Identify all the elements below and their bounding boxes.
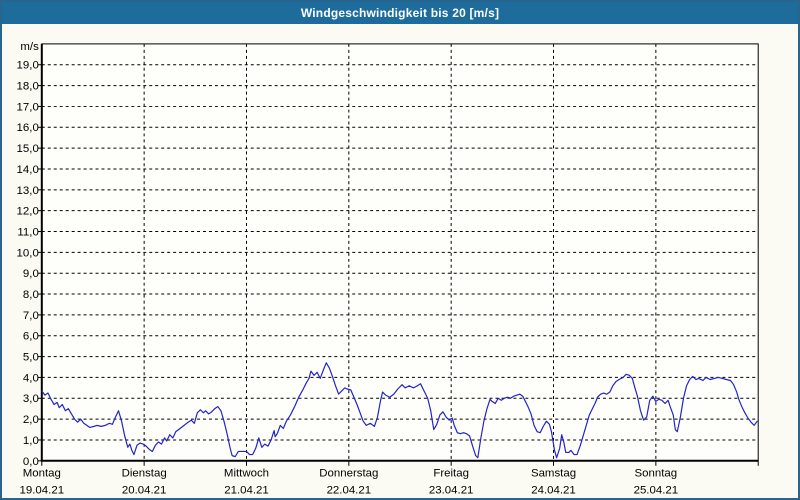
x-date-label: 20.04.21 <box>122 485 167 497</box>
window-title: Windgeschwindigkeit bis 20 [m/s] <box>300 6 500 20</box>
wind-speed-line <box>41 362 758 459</box>
y-tick-label: 10,0 <box>17 247 39 259</box>
x-date-label: 25.04.21 <box>634 485 679 497</box>
y-tick-label: 11,0 <box>17 226 38 238</box>
y-tick-label: 3,0 <box>23 393 39 405</box>
title-bar: Windgeschwindigkeit bis 20 [m/s] <box>2 2 798 24</box>
y-tick-label: 1,0 <box>23 435 39 447</box>
y-tick-label: 7,0 <box>23 310 39 322</box>
x-date-label: 21.04.21 <box>224 485 269 497</box>
y-tick-label: 2,0 <box>23 414 39 426</box>
x-day-label: Freitag <box>433 468 469 480</box>
x-date-label: 19.04.21 <box>20 485 65 497</box>
y-tick-label: 18,0 <box>17 81 39 93</box>
x-date-label: 24.04.21 <box>531 485 576 497</box>
x-date-label: 22.04.21 <box>327 485 372 497</box>
x-day-label: Montag <box>23 468 61 480</box>
x-day-label: Samstag <box>531 468 576 480</box>
y-tick-label: 16,0 <box>17 122 39 134</box>
y-tick-label: 13,0 <box>17 185 39 197</box>
y-tick-label: 12,0 <box>17 206 39 218</box>
y-tick-label: 14,0 <box>17 164 39 176</box>
y-axis-unit-label: m/s <box>20 41 39 53</box>
y-tick-label: 9,0 <box>23 268 39 280</box>
y-tick-label: 4,0 <box>23 372 39 384</box>
x-date-label: 23.04.21 <box>429 485 474 497</box>
y-tick-label: 0,0 <box>23 456 39 468</box>
y-tick-label: 19,0 <box>17 60 39 72</box>
y-tick-label: 17,0 <box>17 101 39 113</box>
x-day-label: Sonntag <box>635 468 678 480</box>
y-tick-label: 5,0 <box>23 352 39 364</box>
x-day-label: Donnerstag <box>319 468 378 480</box>
x-day-label: Mittwoch <box>224 468 269 480</box>
y-tick-label: 6,0 <box>23 331 39 343</box>
chart-svg: 0,0 1,0 2,0 3,0 4,0 5,0 6,0 7,0 8,0 9,0 10,0 11,0 12… <box>17 41 759 497</box>
chart-area: 0,0 1,0 2,0 3,0 4,0 5,0 6,0 7,0 8,0 9,0 10,0 11,0 12… <box>2 24 798 500</box>
y-tick-label: 15,0 <box>17 143 39 155</box>
y-tick-label: 8,0 <box>23 289 39 301</box>
x-day-label: Dienstag <box>122 468 167 480</box>
